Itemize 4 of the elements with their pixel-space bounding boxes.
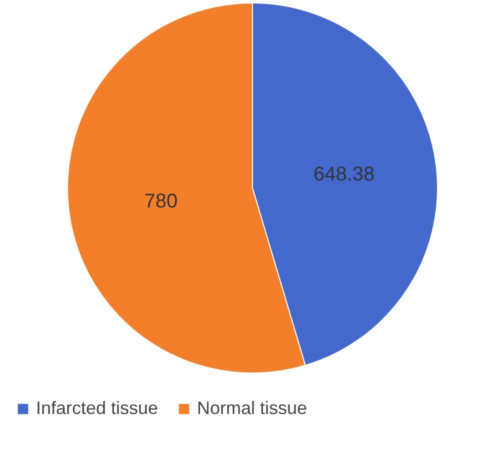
- legend-label: Normal tissue: [197, 398, 308, 418]
- legend-label: Infarcted tissue: [36, 398, 158, 418]
- data-label: 648.38: [313, 164, 375, 186]
- data-label: 780: [144, 190, 178, 212]
